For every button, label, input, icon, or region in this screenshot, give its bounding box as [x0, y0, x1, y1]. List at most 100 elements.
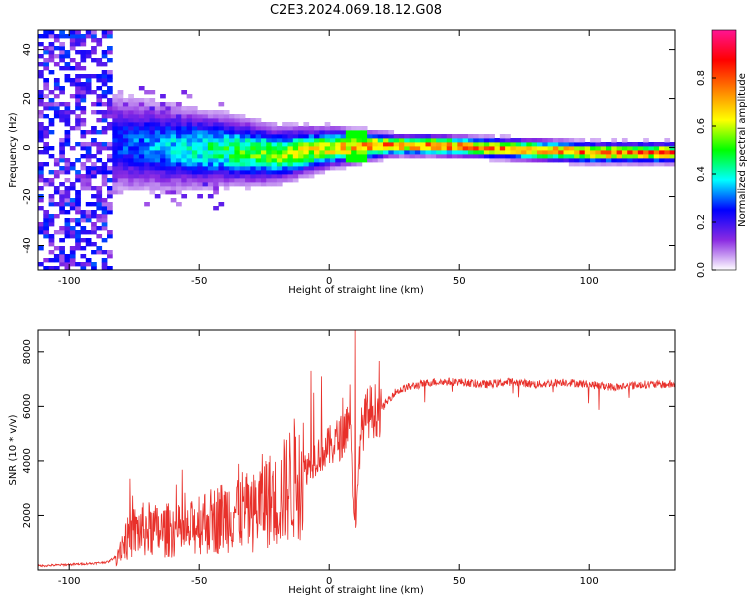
spectrogram-cell	[398, 146, 405, 151]
spectrogram-cell	[43, 182, 50, 187]
spectrogram-cell	[229, 146, 235, 151]
spectrogram-cell	[213, 110, 219, 115]
spectrogram-cell	[149, 186, 156, 191]
spectrogram-cell	[653, 162, 660, 167]
spectrogram-cell	[38, 150, 44, 155]
spectrogram-cell	[345, 162, 352, 167]
spectrogram-cell	[107, 186, 113, 191]
spectrogram-cell	[165, 190, 172, 195]
spectrogram-cell	[53, 246, 60, 251]
spectrogram-cell	[165, 166, 172, 171]
spectrogram-cell	[96, 98, 103, 103]
spectrogram-cell	[202, 182, 209, 187]
spectrogram-cell	[197, 194, 203, 199]
spectrogram-cell	[101, 54, 108, 59]
spectrogram-cell	[48, 42, 55, 47]
spectrogram-cell	[154, 134, 161, 139]
spectrogram-cell	[107, 122, 113, 127]
spectrogram-cell	[91, 222, 97, 227]
spectrogram-cell	[80, 214, 87, 219]
spectrogram-cell	[425, 134, 432, 139]
spectrogram-cell	[361, 142, 368, 147]
spectrogram-cell	[112, 158, 119, 163]
spectrogram-cell	[266, 122, 272, 127]
spectrogram-cell	[287, 130, 294, 135]
spectrogram-cell	[590, 154, 596, 159]
spectrogram-cell	[393, 138, 400, 143]
spectrogram-cell	[170, 142, 177, 147]
spectrogram-cell	[197, 142, 203, 147]
spectrogram-cell	[266, 134, 272, 139]
spectrogram-cell	[414, 134, 421, 139]
spectrogram-cell	[165, 106, 172, 111]
spectrogram-cell	[59, 250, 65, 255]
spectrogram-cell	[101, 262, 108, 267]
spectrogram-cell	[340, 130, 347, 135]
spectrogram-cell	[499, 158, 506, 163]
spectrogram-cell	[176, 118, 182, 123]
spectrogram-cell	[186, 114, 193, 119]
spectrogram-cell	[595, 138, 602, 143]
spectrogram-cell	[138, 130, 145, 135]
spectrogram-cell	[43, 234, 50, 239]
spectrogram-cell	[176, 202, 182, 207]
spectrogram-cell	[170, 162, 177, 167]
spectrogram-cell	[64, 226, 71, 231]
spectrogram-cell	[101, 82, 108, 87]
spectrogram-cell	[59, 238, 65, 243]
spectrogram-cell	[260, 182, 267, 187]
spectrogram-cell	[133, 130, 140, 135]
spectrogram-cell	[149, 150, 156, 155]
spectrogram-cell	[197, 158, 203, 163]
spectrogram-cell	[255, 142, 262, 147]
spectrogram-cell	[430, 150, 437, 155]
spectrogram-cell	[223, 142, 230, 147]
spectrogram-cell	[149, 162, 156, 167]
spectrogram-cell	[48, 250, 55, 255]
spectrogram-cell	[154, 178, 161, 183]
spectrogram-cell	[276, 158, 283, 163]
spectrogram-cell	[75, 34, 81, 39]
spectrogram-cell	[117, 182, 124, 187]
spectrogram-cell	[75, 66, 81, 71]
spectrogram-cell	[107, 170, 113, 175]
spectrogram-cell	[80, 186, 87, 191]
spectrogram-cell	[133, 170, 140, 175]
spectrogram-cell	[154, 158, 161, 163]
spectrogram-cell	[75, 194, 81, 199]
spectrogram-cell	[643, 142, 649, 147]
spectrogram-cell	[611, 162, 618, 167]
spectrogram-cell	[245, 146, 251, 151]
colorbar-tick-label: 0.2	[696, 214, 707, 230]
spectrogram-cell	[181, 162, 188, 167]
spectrogram-cell	[128, 138, 134, 143]
spectrogram-cell	[197, 146, 203, 151]
spectrogram-cell	[595, 158, 602, 163]
spectrogram-cell	[202, 154, 209, 159]
spectrogram-cell	[409, 150, 416, 155]
spectrogram-cell	[165, 130, 172, 135]
spectrogram-cell	[351, 126, 357, 131]
spectrogram-cell	[377, 150, 384, 155]
spectrogram-cell	[483, 142, 490, 147]
spectrogram-cell	[303, 126, 310, 131]
spectrogram-cell	[213, 150, 219, 155]
spectrogram-cell	[64, 166, 71, 171]
spectrogram-cell	[462, 138, 469, 143]
spectrogram-cell	[75, 82, 81, 87]
spectrogram-cell	[308, 146, 315, 151]
spectrogram-cell	[409, 154, 416, 159]
spectrogram-cell	[133, 154, 140, 159]
spectrogram-cell	[271, 166, 278, 171]
spectrogram-cell	[298, 154, 304, 159]
spectrogram-cell	[197, 170, 203, 175]
spectrogram-cell	[260, 122, 267, 127]
spectrogram-cell	[112, 154, 119, 159]
spectrogram-cell	[75, 178, 81, 183]
spectrogram-cell	[303, 138, 310, 143]
spectrogram-cell	[367, 146, 373, 151]
spectrogram-cell	[107, 106, 113, 111]
spectrogram-cell	[117, 138, 124, 143]
spectrogram-cell	[372, 130, 379, 135]
